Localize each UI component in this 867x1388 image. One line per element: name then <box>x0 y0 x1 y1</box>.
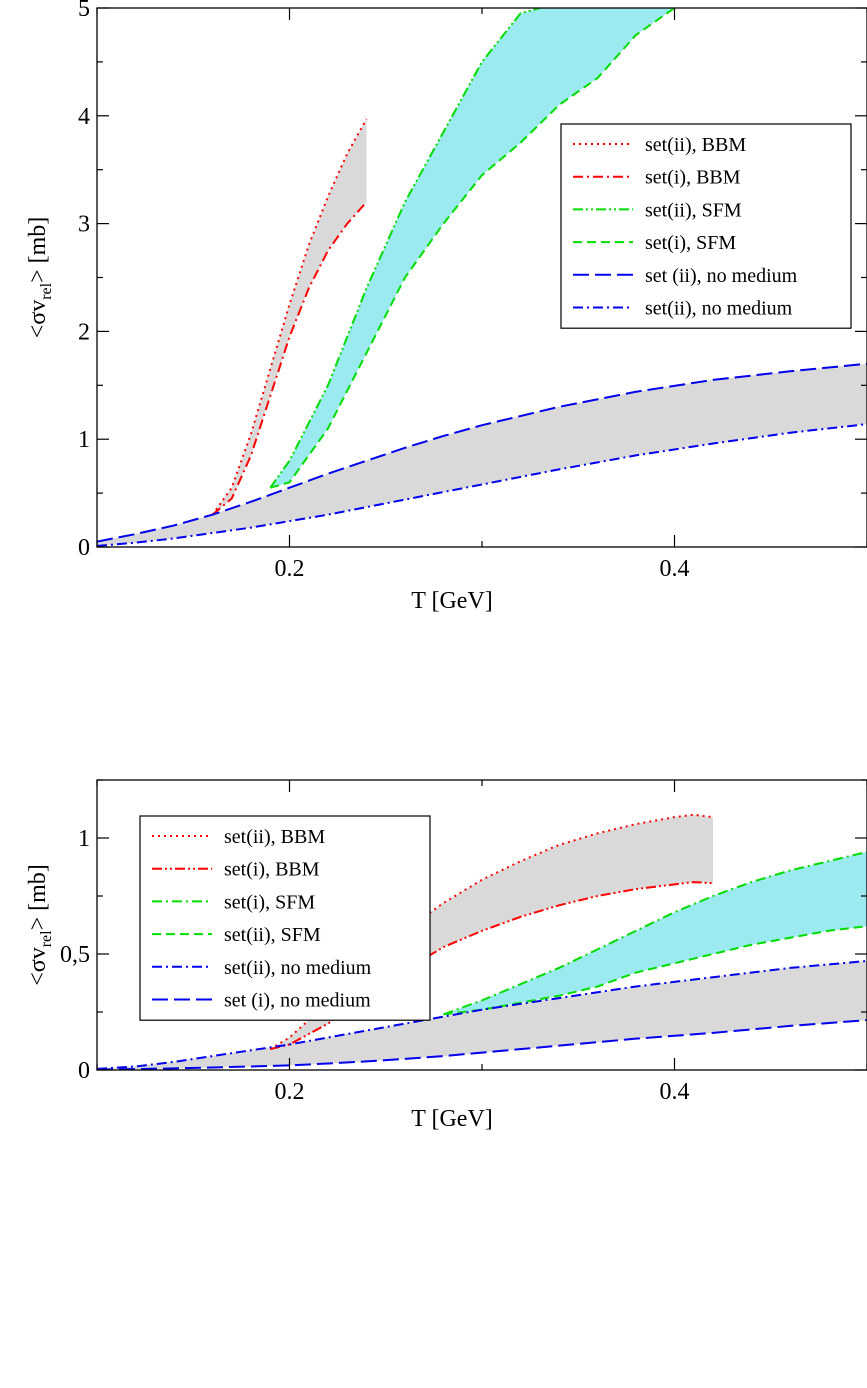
y-tick-label: 0 <box>78 1058 90 1084</box>
legend-label-3: set(i), SFM <box>645 232 736 254</box>
shaded-band-0 <box>212 119 367 515</box>
legend-label-1: set(i), BBM <box>645 167 741 189</box>
y-axis-label-subscript: rel <box>38 282 55 299</box>
x-tick-label: 0.4 <box>660 1079 690 1105</box>
shaded-band-0 <box>270 814 713 1050</box>
chart-panel-top: 0.2 0.4 0 1 2 3 4 5 T [GeV] <σvrel> [mb] set(ii), … <box>25 0 867 614</box>
y-axis-label: <σvrel> [mb] <box>25 864 55 986</box>
y-tick-label: 1 <box>78 427 90 453</box>
y-tick-label: 3 <box>78 212 90 238</box>
y-tick-label: 4 <box>78 104 90 130</box>
x-axis-label: T [GeV] <box>411 1106 493 1132</box>
legend-label-2: set(ii), SFM <box>645 199 742 221</box>
y-axis-label-subscript: rel <box>38 930 55 947</box>
series-line-1 <box>211 201 368 516</box>
y-axis-label: <σvrel> [mb] <box>25 217 55 339</box>
series-line-0 <box>269 813 714 1050</box>
legend-box <box>139 815 431 1021</box>
legend: set(ii), BBM set(i), BBM set(i), SFM set(ii… <box>139 815 431 1021</box>
series-line-5 <box>97 423 867 547</box>
series-line-4 <box>97 362 867 543</box>
legend-label-2: set(i), SFM <box>224 891 315 913</box>
x-tick-label: 0.2 <box>275 1079 305 1105</box>
shaded-band-1 <box>270 8 675 488</box>
legend-label-1: set(i), BBM <box>224 859 320 881</box>
y-axis-label-main: <σv <box>25 300 51 338</box>
shaded-band-2 <box>97 363 867 546</box>
y-axis-label-main: <σv <box>25 947 51 985</box>
legend-label-0: set(ii), BBM <box>645 134 746 156</box>
y-tick-label: 5 <box>78 0 90 22</box>
shaded-band-1 <box>443 851 867 1015</box>
legend-label-3: set(ii), SFM <box>224 924 321 946</box>
series-line-4 <box>97 959 867 1070</box>
series-line-5 <box>97 1019 867 1070</box>
y-tick-label: 1 <box>78 826 90 852</box>
y-tick-label: 2 <box>78 319 90 345</box>
legend-label-4: set(ii), no medium <box>224 957 372 979</box>
legend-label-5: set(ii), no medium <box>645 298 793 320</box>
y-axis-label-end: > [mb] <box>25 864 51 930</box>
series-line-2 <box>443 850 867 1016</box>
legend: set(ii), BBM set(i), BBM set(ii), SFM set(i… <box>560 123 852 329</box>
x-tick-label: 0.2 <box>275 556 305 582</box>
series-line-3 <box>269 8 676 489</box>
legend-label-5: set (i), no medium <box>224 990 371 1012</box>
x-tick-label: 0.4 <box>660 556 690 582</box>
legend-label-0: set(ii), BBM <box>224 826 325 848</box>
y-tick-label: 0,5 <box>60 942 90 968</box>
plot-area <box>97 8 867 547</box>
y-axis-label-end: > [mb] <box>25 217 51 283</box>
x-axis-label: T [GeV] <box>411 588 493 614</box>
shaded-band-2 <box>97 960 867 1070</box>
y-tick-label: 0 <box>78 535 90 561</box>
legend-box <box>560 123 852 329</box>
chart-panel-bottom: 0.2 0.4 0 0,5 1 T [GeV] <σvrel> [mb] set(ii), B… <box>25 779 867 1132</box>
legend-label-4: set (ii), no medium <box>645 265 798 287</box>
